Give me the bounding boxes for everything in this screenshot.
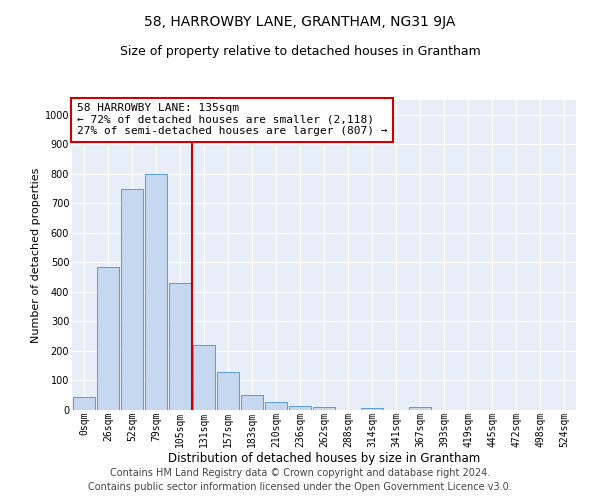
Text: Size of property relative to detached houses in Grantham: Size of property relative to detached ho…: [119, 45, 481, 58]
Bar: [409, 407, 431, 410]
Bar: [361, 408, 383, 410]
Bar: [97, 267, 119, 410]
Text: 58, HARROWBY LANE, GRANTHAM, NG31 9JA: 58, HARROWBY LANE, GRANTHAM, NG31 9JA: [145, 15, 455, 29]
Bar: [313, 407, 335, 410]
Bar: [121, 188, 143, 410]
Bar: [73, 396, 95, 410]
X-axis label: Distribution of detached houses by size in Grantham: Distribution of detached houses by size …: [168, 452, 480, 465]
Text: Contains HM Land Registry data © Crown copyright and database right 2024.
Contai: Contains HM Land Registry data © Crown c…: [88, 468, 512, 492]
Bar: [217, 372, 239, 410]
Bar: [193, 345, 215, 410]
Bar: [265, 402, 287, 410]
Bar: [289, 406, 311, 410]
Bar: [241, 395, 263, 410]
Text: 58 HARROWBY LANE: 135sqm
← 72% of detached houses are smaller (2,118)
27% of sem: 58 HARROWBY LANE: 135sqm ← 72% of detach…: [77, 103, 388, 136]
Bar: [145, 174, 167, 410]
Y-axis label: Number of detached properties: Number of detached properties: [31, 168, 41, 342]
Bar: [169, 283, 191, 410]
